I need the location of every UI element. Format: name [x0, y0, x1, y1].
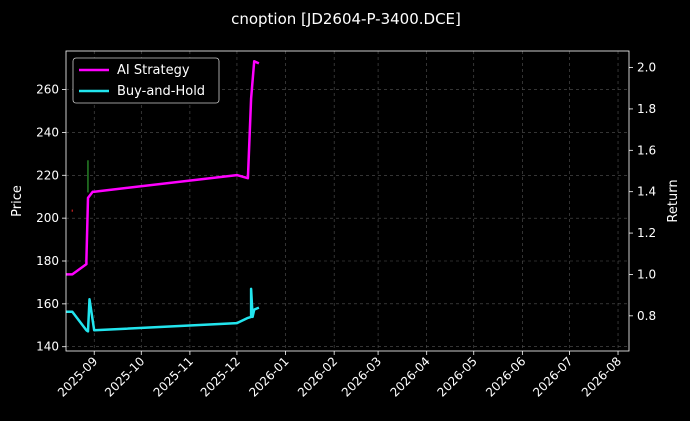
series-lines	[66, 60, 260, 333]
y-left-tick-label: 220	[36, 168, 59, 182]
y-right-tick-label: 1.0	[637, 267, 656, 281]
y-right-tick-label: 0.8	[637, 309, 656, 323]
legend-label-ai-strategy: AI Strategy	[117, 63, 190, 78]
y-left-tick-label: 160	[36, 297, 59, 311]
y-left-tick-label: 240	[36, 125, 59, 139]
y-right-tick-label: 1.2	[637, 226, 656, 240]
y-right-tick-label: 1.6	[637, 143, 656, 157]
legend: AI Strategy Buy-and-Hold	[72, 57, 220, 104]
y-axis-right: 0.8 1.0 1.2 1.4 1.6 1.8 2.0	[629, 61, 656, 323]
y-left-tick-label: 260	[36, 83, 59, 97]
y-axis-right-label: Return	[666, 179, 681, 222]
y-right-tick-label: 1.4	[637, 185, 656, 199]
y-left-tick-label: 140	[36, 340, 59, 354]
chart-title: cnoption [JD2604-P-3400.DCE]	[231, 10, 461, 28]
legend-box	[72, 57, 220, 104]
price-marks	[71, 160, 89, 212]
plot-frame	[65, 50, 630, 352]
y-axis-left: 140 160 180 200 220 240 260	[36, 83, 66, 354]
y-left-tick-label: 180	[36, 254, 59, 268]
y-right-tick-label: 1.8	[637, 102, 656, 116]
y-axis-left-label: Price	[10, 185, 25, 217]
y-left-tick-label: 200	[36, 211, 59, 225]
series-line-buy-and-hold	[66, 287, 260, 333]
legend-label-buy-and-hold: Buy-and-Hold	[117, 84, 205, 99]
series-line-ai-strategy	[66, 60, 260, 276]
y-right-tick-label: 2.0	[637, 61, 656, 75]
